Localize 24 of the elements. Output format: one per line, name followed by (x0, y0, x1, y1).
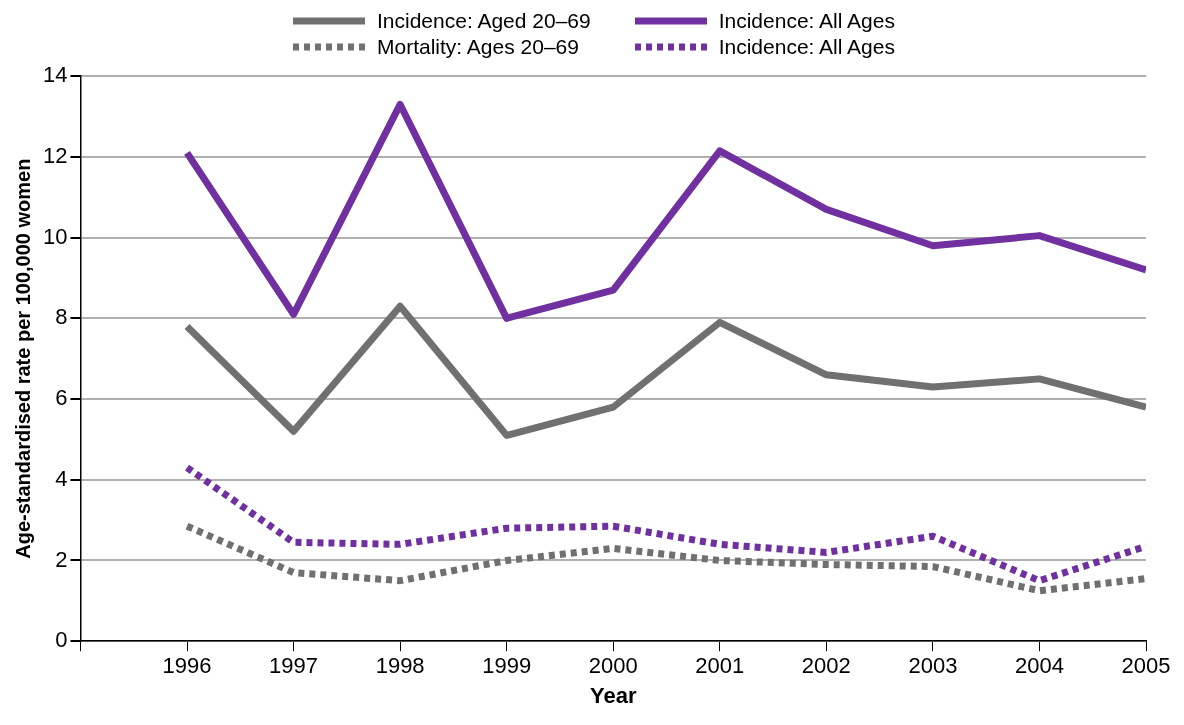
x-tick-label: 1998 (375, 653, 425, 679)
y-tick-label: 6 (55, 385, 68, 411)
x-tick-label: 2002 (801, 653, 851, 679)
legend-label: Incidence: Aged 20–69 (377, 8, 591, 34)
y-tick-label: 8 (55, 304, 68, 330)
y-tick-label: 10 (42, 223, 68, 249)
legend-label: Incidence: All Ages (718, 34, 895, 60)
x-tick-label: 1997 (269, 653, 319, 679)
legend-label: Incidence: All Ages (718, 8, 895, 34)
x-tick-label: 2003 (908, 653, 958, 679)
y-tick-label: 14 (42, 62, 68, 88)
x-tick-label: 1996 (162, 653, 212, 679)
y-tick-label: 2 (55, 546, 68, 572)
legend-label: Mortality: Ages 20–69 (377, 34, 579, 60)
x-tick-label: 2001 (695, 653, 745, 679)
x-tick-label: 2004 (1014, 653, 1064, 679)
y-tick-label: 12 (42, 142, 68, 168)
x-tick-label: 2005 (1121, 653, 1171, 679)
x-axis-title: Year (589, 682, 637, 708)
y-tick-label: 0 (55, 627, 68, 653)
x-tick-label: 1999 (482, 653, 532, 679)
y-tick-label: 4 (55, 465, 68, 491)
x-tick-label: 2000 (588, 653, 638, 679)
y-axis-title: Age-standardised rate per 100,000 women (11, 158, 34, 559)
